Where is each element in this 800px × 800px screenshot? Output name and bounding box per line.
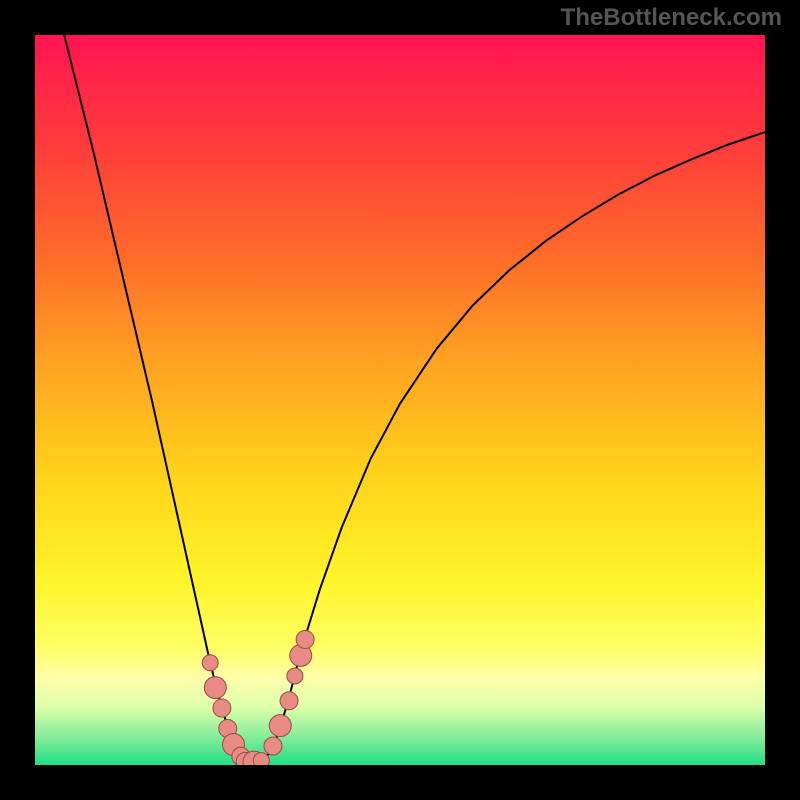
chart-svg [35,35,765,765]
data-marker [280,692,298,710]
data-marker [213,699,231,717]
data-marker [253,753,269,765]
chart-container: TheBottleneck.com [0,0,800,800]
plot-area [35,35,765,765]
data-marker [264,737,282,755]
gradient-background [35,35,765,765]
data-marker [204,677,226,699]
data-marker [202,655,218,671]
data-marker [287,668,303,684]
watermark-text: TheBottleneck.com [561,4,782,32]
data-marker [269,715,291,737]
data-marker [296,630,314,648]
